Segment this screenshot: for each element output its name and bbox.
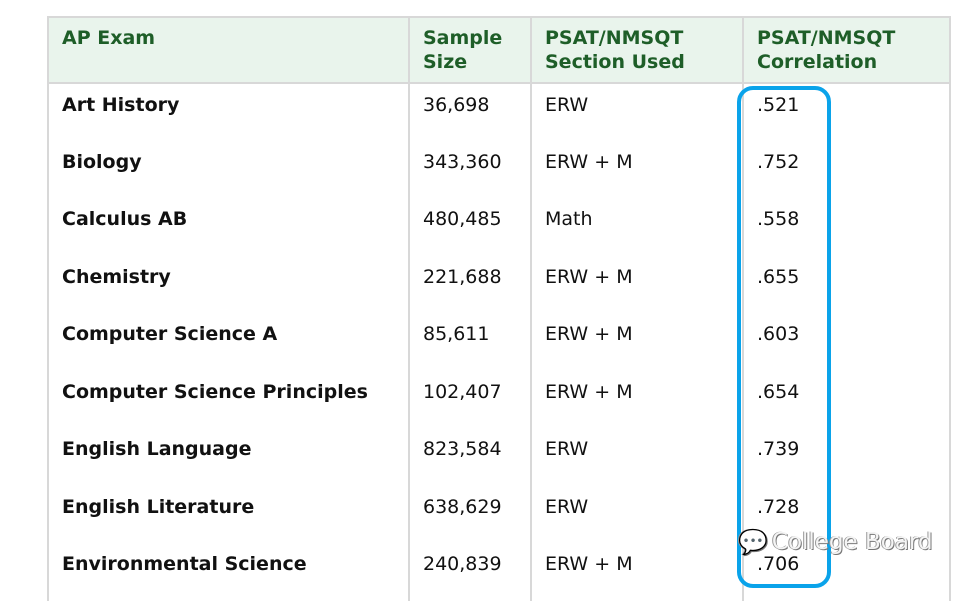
cell-section: Math: [530, 198, 744, 256]
header-ap-exam: AP Exam: [47, 16, 410, 84]
table-row: Calculus AB 480,485 Math .558: [47, 198, 951, 256]
table-row: Computer Science A 85,611 ERW + M .603: [47, 313, 951, 371]
cell-sample-size: 85,611: [408, 313, 532, 371]
cell-sample-size: 240,839: [408, 543, 532, 601]
header-correlation: PSAT/NMSQT Correlation: [742, 16, 951, 84]
cell-correlation: .558: [742, 198, 951, 256]
header-sample-size: Sample Size: [408, 16, 532, 84]
cell-section: ERW: [530, 428, 744, 486]
cell-section: ERW + M: [530, 370, 744, 428]
cell-section: ERW: [530, 485, 744, 543]
cell-exam: English Literature: [47, 485, 410, 543]
correlation-table: AP Exam Sample Size PSAT/NMSQT Section U…: [47, 16, 951, 601]
cell-correlation: .739: [742, 428, 951, 486]
cell-exam: Biology: [47, 140, 410, 198]
cell-correlation: .655: [742, 255, 951, 313]
cell-correlation: .654: [742, 370, 951, 428]
cell-sample-size: 36,698: [408, 83, 532, 141]
cell-sample-size: 221,688: [408, 255, 532, 313]
header-section-used: PSAT/NMSQT Section Used: [530, 16, 744, 84]
table-row: Chemistry 221,688 ERW + M .655: [47, 255, 951, 313]
cell-section: ERW + M: [530, 255, 744, 313]
cell-exam: Computer Science Principles: [47, 370, 410, 428]
cell-correlation: .728: [742, 485, 951, 543]
cell-sample-size: 343,360: [408, 140, 532, 198]
table-row: Art History 36,698 ERW .521: [47, 83, 951, 141]
cell-section: ERW + M: [530, 543, 744, 601]
cell-sample-size: 480,485: [408, 198, 532, 256]
header-row: AP Exam Sample Size PSAT/NMSQT Section U…: [47, 16, 951, 84]
cell-section: ERW + M: [530, 313, 744, 371]
cell-section: ERW + M: [530, 140, 744, 198]
cell-sample-size: 638,629: [408, 485, 532, 543]
cell-exam: Chemistry: [47, 255, 410, 313]
cell-sample-size: 823,584: [408, 428, 532, 486]
cell-exam: Environmental Science: [47, 543, 410, 601]
table-row: English Literature 638,629 ERW .728: [47, 485, 951, 543]
cell-correlation: .603: [742, 313, 951, 371]
watermark: 💬 College Board: [738, 528, 933, 556]
cell-section: ERW: [530, 83, 744, 141]
cell-correlation: .752: [742, 140, 951, 198]
cell-exam: Calculus AB: [47, 198, 410, 256]
correlation-highlight: [737, 86, 831, 588]
table-row: Computer Science Principles 102,407 ERW + …: [47, 370, 951, 428]
cell-exam: English Language: [47, 428, 410, 486]
cell-exam: Computer Science A: [47, 313, 410, 371]
watermark-text: College Board: [771, 529, 933, 555]
cell-exam: Art History: [47, 83, 410, 141]
table-row: English Language 823,584 ERW .739: [47, 428, 951, 486]
table-row: Biology 343,360 ERW + M .752: [47, 140, 951, 198]
cell-correlation: .521: [742, 83, 951, 141]
cell-sample-size: 102,407: [408, 370, 532, 428]
wechat-icon: 💬: [738, 528, 768, 556]
